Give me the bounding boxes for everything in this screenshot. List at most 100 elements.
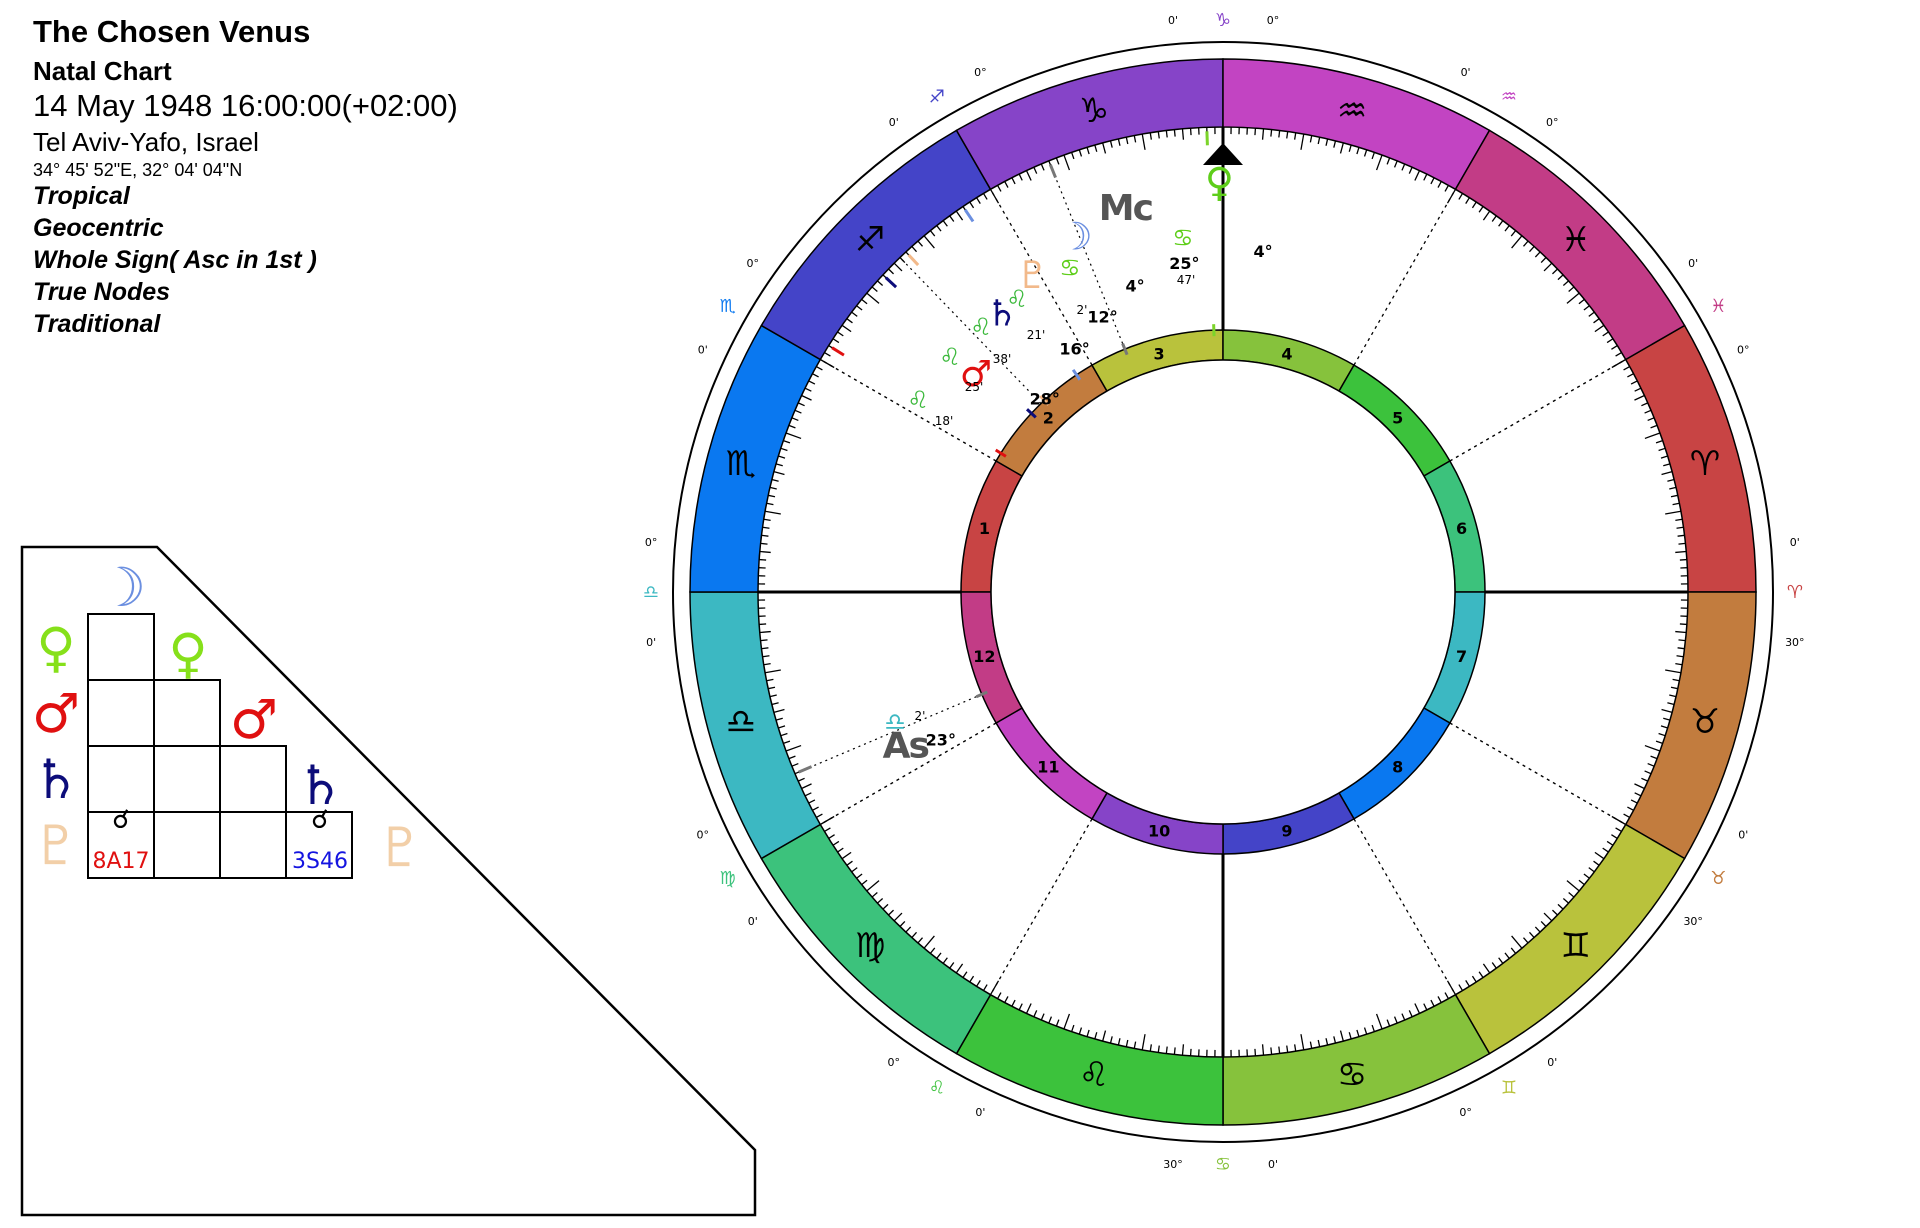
degree-tick	[1414, 170, 1421, 181]
planet-marker-tick	[798, 765, 813, 774]
aspect-grid: ☽♀♂♄♇♀♂♄♇ ☌8A17☌3S46	[20, 545, 757, 1217]
degree-tick	[955, 963, 964, 974]
degree-tick	[1678, 639, 1686, 642]
degree-tick	[815, 365, 823, 371]
degree-tick	[1641, 777, 1649, 782]
degree-tick	[785, 744, 802, 752]
degree-tick	[1471, 975, 1477, 983]
degree-tick	[775, 717, 783, 721]
degree-tick	[861, 298, 868, 305]
degree-tick	[1630, 799, 1638, 804]
boundary-degree: 0°	[1459, 1106, 1472, 1119]
degree-tick	[1423, 1003, 1428, 1011]
degree-tick	[861, 879, 868, 886]
midheaven-minutes-label: 2'	[1077, 303, 1088, 317]
mars-sign-glyph-icon: ♌	[907, 386, 929, 414]
degree-tick	[1675, 663, 1683, 666]
degree-tick	[1667, 478, 1675, 482]
chart-type: Natal Chart	[33, 56, 172, 86]
degree-tick	[771, 702, 779, 706]
boundary-degree: 30°	[1163, 1158, 1183, 1171]
degree-tick	[1661, 708, 1673, 713]
aspect-cell	[87, 613, 155, 681]
house-number-7: 7	[1456, 647, 1467, 666]
aspect-cell	[219, 745, 287, 813]
degree-tick	[1661, 471, 1673, 476]
pointer-line	[899, 257, 1042, 404]
degree-tick	[969, 201, 975, 209]
degree-tick	[762, 526, 770, 529]
pluto-degree-label: 12°	[1087, 307, 1117, 326]
degree-tick	[832, 338, 840, 344]
degree-tick	[911, 931, 918, 938]
degree-tick	[841, 324, 852, 333]
degree-tick	[1040, 163, 1045, 171]
degree-tick	[1606, 840, 1614, 846]
boundary-minutes: 0'	[1268, 1158, 1278, 1171]
aspect-cell	[153, 811, 221, 879]
degree-tick	[1414, 1003, 1421, 1014]
planet-marker-tick	[975, 690, 988, 699]
degree-tick	[1133, 1041, 1137, 1049]
degree-tick	[761, 647, 769, 650]
degree-tick	[888, 909, 894, 916]
degree-tick	[1261, 128, 1265, 140]
house-cusp-lines	[758, 127, 1688, 1057]
degree-tick	[866, 292, 880, 304]
degree-tick	[1522, 937, 1529, 944]
aspect-grid-row-planet-icon: ♀	[36, 616, 76, 679]
degree-tick	[1086, 147, 1090, 155]
degree-tick	[1593, 860, 1600, 866]
degree-tick	[1540, 921, 1547, 927]
degree-tick	[851, 311, 858, 317]
degree-tick	[1511, 935, 1523, 949]
degree-tick	[1650, 755, 1658, 760]
house-cusp-line	[989, 818, 1093, 996]
degree-tick	[1063, 154, 1071, 171]
house-number-2: 2	[1043, 408, 1054, 427]
degree-tick	[1070, 152, 1075, 160]
boundary-minutes: 0'	[748, 915, 758, 928]
degree-tick	[949, 215, 955, 222]
degree-tick	[1157, 131, 1160, 139]
house-cusp-line	[819, 358, 997, 462]
sign-segment-sagittarius	[760, 129, 992, 361]
sign-segment-scorpio	[689, 324, 822, 593]
degree-tick	[1078, 149, 1083, 157]
degree-tick	[1594, 851, 1605, 860]
venus-sign-glyph-icon: ♋	[1172, 224, 1194, 252]
degree-tick	[1444, 184, 1450, 192]
degree-tick	[759, 550, 771, 554]
degree-tick	[1566, 880, 1580, 892]
degree-tick	[1333, 140, 1337, 148]
degree-tick	[1672, 502, 1680, 506]
degree-tick	[1375, 1013, 1383, 1030]
degree-tick	[929, 230, 936, 237]
degree-tick	[769, 694, 777, 698]
degree-tick	[1566, 292, 1580, 304]
degree-tick	[1149, 1044, 1152, 1052]
degree-tick	[1393, 1016, 1398, 1024]
degree-tick	[1063, 1013, 1071, 1030]
degree-tick	[1669, 486, 1677, 490]
midheaven-degree-label: 25°	[1169, 254, 1199, 273]
degree-tick	[1141, 1034, 1146, 1051]
moon-sign-glyph-icon: ♌	[1006, 285, 1028, 313]
house-cusp-line	[1353, 188, 1457, 366]
degree-tick	[1611, 834, 1618, 839]
degree-tick	[1650, 424, 1658, 429]
degree-tick	[1498, 220, 1504, 227]
degree-tick	[1593, 318, 1600, 324]
degree-tick	[893, 912, 903, 922]
degree-tick	[1568, 891, 1575, 898]
boundary-glyph-libra: ♎	[643, 582, 659, 603]
degree-tick	[1300, 1034, 1305, 1051]
degree-tick	[923, 935, 935, 949]
degree-tick	[1588, 867, 1595, 873]
degree-tick	[1430, 177, 1435, 185]
boundary-glyph-cancer: ♋	[1215, 1154, 1231, 1175]
boundary-glyph-scorpio: ♏	[720, 296, 736, 317]
degree-tick	[1663, 463, 1671, 467]
degree-tick	[1606, 338, 1614, 344]
saturn-minutes-label: 25'	[965, 380, 984, 394]
